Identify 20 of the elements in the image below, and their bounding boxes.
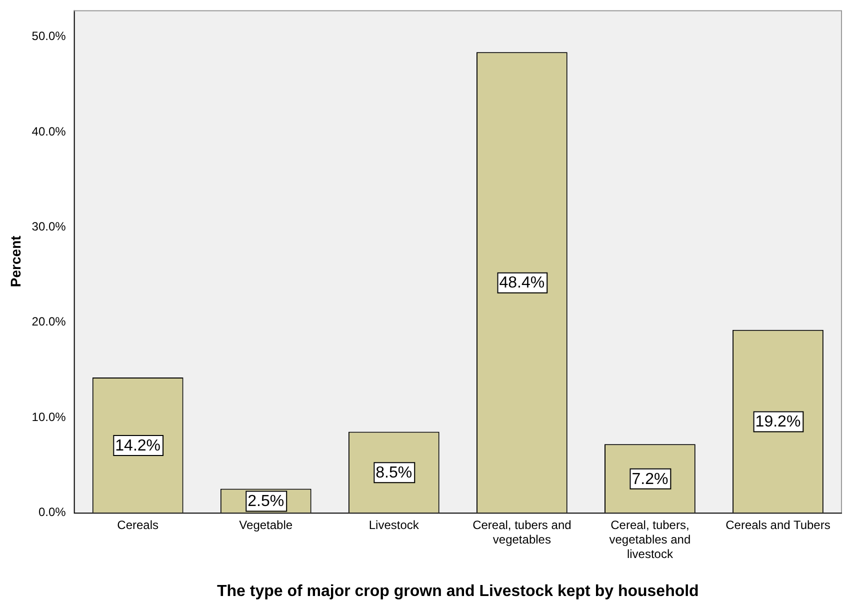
x-tick-label: Vegetable (239, 518, 293, 532)
y-tick-label: 50.0% (32, 29, 66, 44)
x-tick-label: Cereal, tubers and vegetables (472, 518, 572, 547)
data-label: 8.5% (376, 464, 412, 482)
data-label: 48.4% (499, 274, 545, 292)
x-tick-label: Cereals and Tubers (726, 518, 830, 532)
x-tick-label: Cereals (117, 518, 159, 532)
y-tick-label: 10.0% (32, 410, 66, 424)
data-label: 7.2% (632, 470, 668, 488)
y-tick-label: 40.0% (32, 124, 66, 138)
y-axis-title: Percent (7, 235, 24, 288)
x-tick-label: Cereal, tubers, vegetables and livestock (609, 518, 691, 561)
y-tick-label: 30.0% (32, 219, 66, 234)
y-tick-label: 20.0% (32, 314, 66, 329)
data-label: 2.5% (248, 493, 284, 510)
x-tick-label: Livestock (368, 518, 420, 532)
y-tick-label: 0.0% (38, 504, 66, 519)
data-label: 19.2% (755, 414, 801, 431)
x-axis-title: The type of major crop grown and Livestock kept by household (216, 582, 699, 600)
data-label: 14.2% (115, 437, 161, 454)
